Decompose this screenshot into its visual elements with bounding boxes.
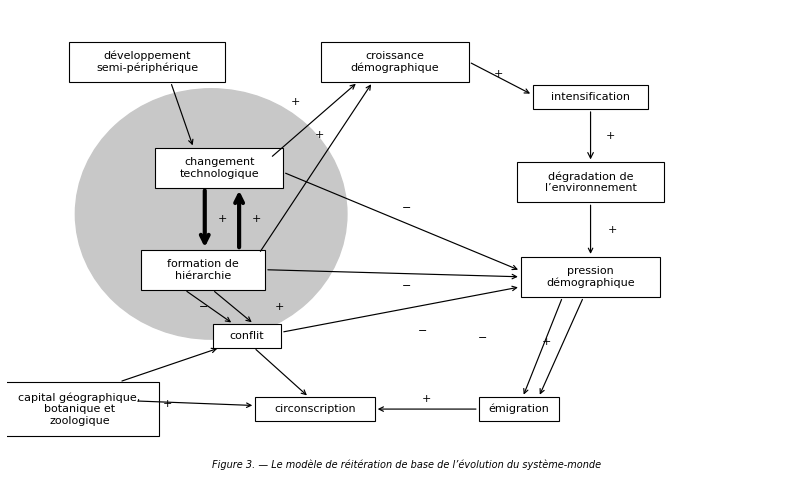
Text: +: + bbox=[606, 130, 615, 141]
FancyArrowPatch shape bbox=[284, 286, 517, 332]
Text: +: + bbox=[290, 97, 299, 107]
FancyArrowPatch shape bbox=[588, 205, 593, 252]
Text: −: − bbox=[478, 333, 487, 343]
Text: dégradation de
l’environnement: dégradation de l’environnement bbox=[544, 171, 637, 194]
Text: +: + bbox=[494, 69, 503, 79]
Text: croissance
démographique: croissance démographique bbox=[350, 51, 439, 73]
FancyArrowPatch shape bbox=[540, 299, 582, 393]
FancyBboxPatch shape bbox=[70, 42, 225, 82]
Text: +: + bbox=[252, 214, 261, 224]
FancyArrowPatch shape bbox=[260, 86, 371, 251]
Text: Figure 3. — Le modèle de réitération de base de l’évolution du système-monde: Figure 3. — Le modèle de réitération de … bbox=[212, 460, 601, 470]
FancyArrowPatch shape bbox=[286, 173, 517, 270]
FancyArrowPatch shape bbox=[379, 407, 476, 411]
FancyArrowPatch shape bbox=[256, 349, 306, 394]
FancyBboxPatch shape bbox=[0, 382, 159, 436]
FancyArrowPatch shape bbox=[235, 195, 243, 247]
Text: +: + bbox=[422, 394, 431, 404]
Text: développement
semi-périphérique: développement semi-périphérique bbox=[96, 51, 198, 73]
FancyArrowPatch shape bbox=[172, 85, 193, 144]
Text: +: + bbox=[274, 302, 284, 312]
FancyArrowPatch shape bbox=[268, 270, 517, 279]
FancyArrowPatch shape bbox=[201, 191, 209, 243]
Text: +: + bbox=[218, 214, 227, 224]
FancyBboxPatch shape bbox=[213, 324, 281, 348]
Text: capital géographique,
botanique et
zoologique: capital géographique, botanique et zoolo… bbox=[19, 392, 141, 426]
FancyBboxPatch shape bbox=[479, 397, 558, 421]
FancyArrowPatch shape bbox=[122, 348, 216, 381]
Text: −: − bbox=[198, 302, 208, 312]
FancyBboxPatch shape bbox=[321, 42, 468, 82]
Text: +: + bbox=[315, 130, 324, 140]
FancyBboxPatch shape bbox=[155, 148, 283, 188]
FancyBboxPatch shape bbox=[521, 257, 660, 297]
FancyArrowPatch shape bbox=[471, 63, 529, 93]
Text: circonscription: circonscription bbox=[274, 404, 356, 414]
Text: pression
démographique: pression démographique bbox=[546, 266, 635, 288]
FancyArrowPatch shape bbox=[138, 401, 251, 407]
Text: −: − bbox=[402, 281, 412, 291]
FancyBboxPatch shape bbox=[532, 86, 649, 109]
Text: −: − bbox=[402, 203, 412, 213]
Text: −: − bbox=[418, 326, 427, 336]
FancyBboxPatch shape bbox=[142, 250, 265, 290]
FancyArrowPatch shape bbox=[588, 112, 593, 158]
Text: émigration: émigration bbox=[489, 404, 549, 414]
FancyArrowPatch shape bbox=[273, 85, 355, 156]
FancyBboxPatch shape bbox=[255, 397, 375, 421]
Text: +: + bbox=[542, 337, 551, 348]
Text: conflit: conflit bbox=[230, 331, 265, 341]
Ellipse shape bbox=[75, 89, 347, 339]
FancyArrowPatch shape bbox=[523, 299, 561, 393]
FancyArrowPatch shape bbox=[187, 292, 231, 322]
Text: intensification: intensification bbox=[551, 92, 630, 102]
Text: +: + bbox=[608, 225, 617, 235]
Text: changement
technologique: changement technologique bbox=[180, 157, 259, 179]
FancyArrowPatch shape bbox=[214, 292, 251, 321]
Text: formation de
hiérarchie: formation de hiérarchie bbox=[167, 259, 239, 281]
FancyBboxPatch shape bbox=[517, 162, 664, 202]
Text: +: + bbox=[163, 399, 172, 409]
